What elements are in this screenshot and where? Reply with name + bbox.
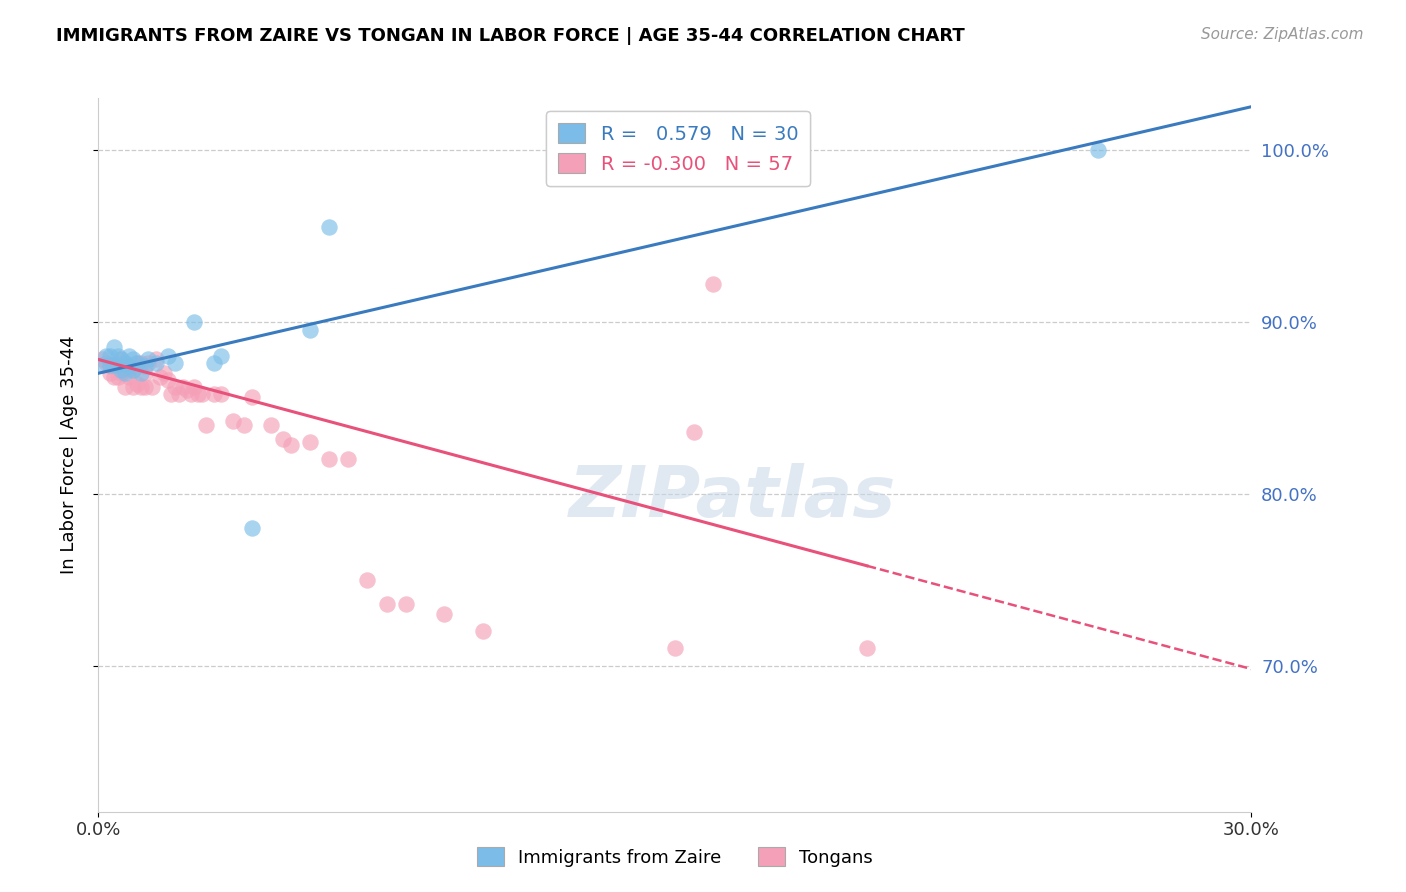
Point	[110, 366, 132, 380]
Point	[683, 425, 706, 439]
Point	[298, 435, 321, 450]
Point	[209, 349, 232, 363]
Point	[280, 438, 302, 452]
Point	[122, 352, 145, 367]
Point	[233, 417, 256, 432]
Point	[1087, 143, 1109, 157]
Point	[176, 384, 198, 398]
Point	[118, 363, 141, 377]
Point	[298, 323, 321, 337]
Point	[240, 521, 263, 535]
Point	[375, 597, 398, 611]
Point	[260, 417, 283, 432]
Legend: R =   0.579   N = 30, R = -0.300   N = 57: R = 0.579 N = 30, R = -0.300 N = 57	[547, 112, 810, 186]
Y-axis label: In Labor Force | Age 35-44: In Labor Force | Age 35-44	[59, 335, 77, 574]
Point	[122, 363, 145, 377]
Point	[156, 373, 179, 387]
Point	[318, 452, 340, 467]
Point	[222, 414, 245, 428]
Point	[114, 356, 136, 370]
Point	[125, 376, 148, 391]
Point	[165, 356, 187, 370]
Point	[118, 359, 141, 374]
Point	[145, 356, 167, 370]
Text: Source: ZipAtlas.com: Source: ZipAtlas.com	[1201, 27, 1364, 42]
Point	[191, 387, 214, 401]
Point	[138, 352, 160, 367]
Point	[134, 359, 156, 374]
Point	[94, 349, 117, 363]
Point	[471, 624, 494, 639]
Point	[107, 369, 129, 384]
Point	[209, 387, 232, 401]
Point	[395, 597, 418, 611]
Point	[134, 366, 156, 380]
Point	[118, 349, 141, 363]
Point	[103, 341, 125, 355]
Point	[110, 352, 132, 367]
Point	[180, 387, 202, 401]
Point	[145, 352, 167, 367]
Point	[107, 356, 129, 370]
Point	[91, 352, 114, 367]
Point	[165, 380, 187, 394]
Point	[114, 366, 136, 380]
Point	[98, 349, 121, 363]
Point	[160, 387, 183, 401]
Point	[183, 315, 205, 329]
Point	[122, 363, 145, 377]
Point	[356, 573, 378, 587]
Point	[110, 352, 132, 367]
Point	[183, 380, 205, 394]
Point	[98, 359, 121, 374]
Point	[103, 369, 125, 384]
Point	[118, 369, 141, 384]
Text: IMMIGRANTS FROM ZAIRE VS TONGAN IN LABOR FORCE | AGE 35-44 CORRELATION CHART: IMMIGRANTS FROM ZAIRE VS TONGAN IN LABOR…	[56, 27, 965, 45]
Point	[141, 380, 163, 394]
Point	[156, 349, 179, 363]
Point	[240, 390, 263, 404]
Point	[172, 380, 194, 394]
Point	[134, 380, 156, 394]
Point	[129, 366, 152, 380]
Point	[337, 452, 360, 467]
Point	[202, 387, 225, 401]
Point	[129, 380, 152, 394]
Point	[125, 356, 148, 370]
Point	[856, 641, 879, 656]
Point	[114, 356, 136, 370]
Point	[202, 356, 225, 370]
Legend: Immigrants from Zaire, Tongans: Immigrants from Zaire, Tongans	[470, 840, 880, 874]
Point	[114, 380, 136, 394]
Point	[103, 358, 125, 372]
Point	[271, 432, 294, 446]
Point	[187, 387, 209, 401]
Point	[195, 417, 218, 432]
Point	[125, 356, 148, 370]
Point	[98, 366, 121, 380]
Point	[129, 356, 152, 370]
Point	[107, 349, 129, 363]
Point	[318, 220, 340, 235]
Point	[702, 277, 724, 291]
Point	[149, 369, 172, 384]
Point	[664, 641, 686, 656]
Point	[152, 366, 174, 380]
Point	[167, 387, 190, 401]
Point	[122, 380, 145, 394]
Point	[94, 356, 117, 370]
Point	[110, 363, 132, 377]
Point	[98, 358, 121, 372]
Point	[433, 607, 456, 621]
Point	[91, 358, 114, 372]
Text: ZIPatlas: ZIPatlas	[569, 463, 896, 533]
Point	[107, 358, 129, 372]
Point	[138, 356, 160, 370]
